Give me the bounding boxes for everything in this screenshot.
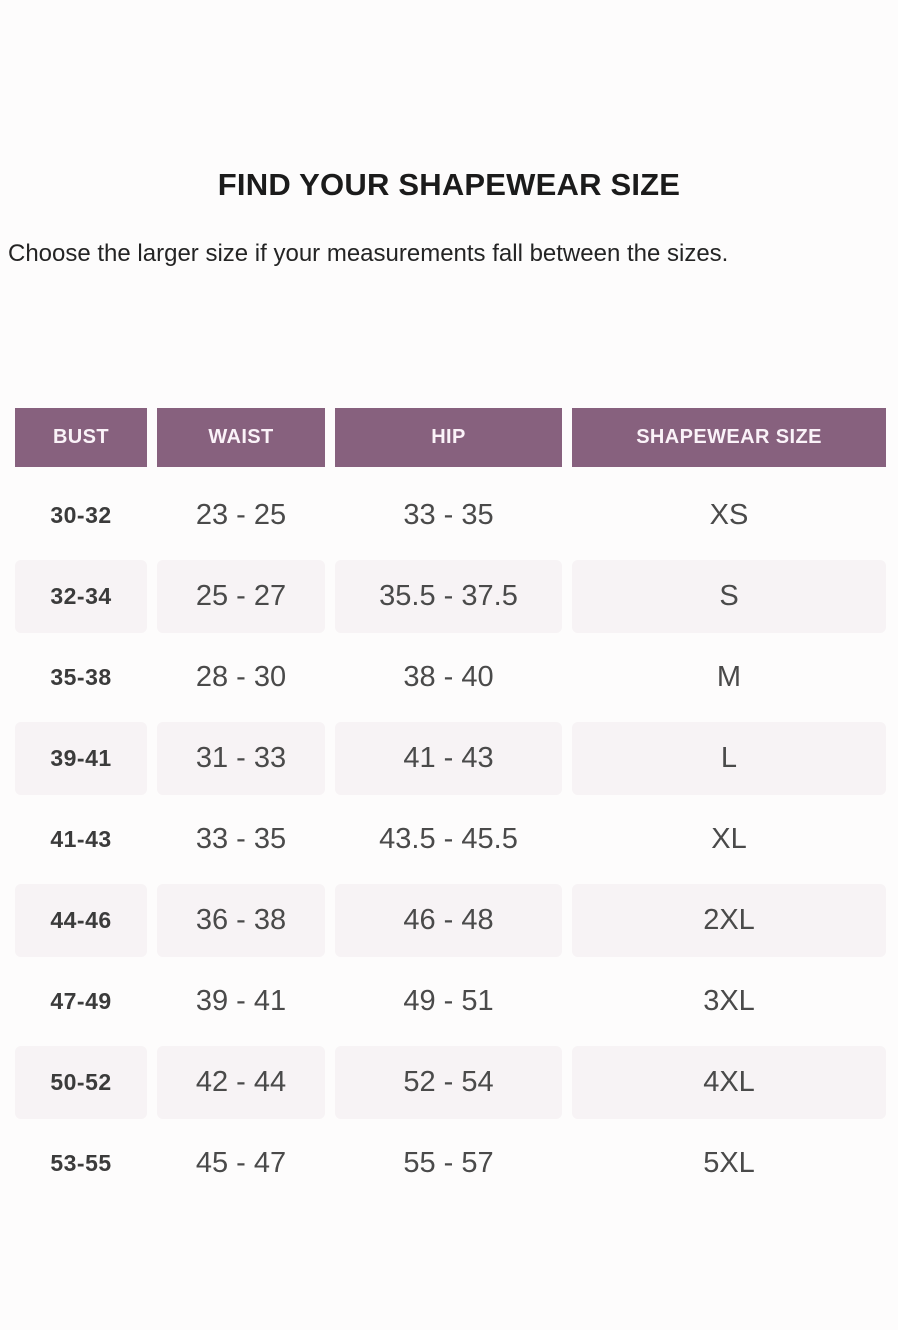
table-row: 32-34 25 - 27 35.5 - 37.5 S: [15, 556, 887, 637]
table-row: 47-49 39 - 41 49 - 51 3XL: [15, 961, 887, 1042]
bust-cell: 39-41: [15, 722, 147, 796]
hip-cell: 52 - 54: [335, 1046, 562, 1120]
size-cell: XL: [711, 823, 747, 856]
waist-cell: 28 - 30: [195, 661, 287, 694]
header-cell-shapewear-size: SHAPEWEAR SIZE: [572, 408, 886, 468]
table-row: 41-43 33 - 35 43.5 - 45.5 XL: [15, 799, 887, 880]
waist-cell: 33 - 35: [195, 823, 287, 856]
bust-cell: 41-43: [50, 826, 112, 853]
table-row: 44-46 36 - 38 46 - 48 2XL: [15, 880, 887, 961]
table-header-row: BUST WAIST HIP SHAPEWEAR SIZE: [15, 408, 887, 468]
size-cell: 2XL: [572, 884, 886, 958]
hip-cell: 41 - 43: [335, 722, 562, 796]
table-body: 30-32 23 - 25 33 - 35 XS 32-34 25 - 27 35.5 - …: [15, 475, 887, 1204]
waist-cell: 42 - 44: [157, 1046, 325, 1120]
bust-cell: 53-55: [50, 1150, 112, 1177]
bust-cell: 47-49: [50, 988, 112, 1015]
hip-cell: 49 - 51: [403, 985, 494, 1018]
table-row: 50-52 42 - 44 52 - 54 4XL: [15, 1042, 887, 1123]
table-row: 30-32 23 - 25 33 - 35 XS: [15, 475, 887, 556]
size-cell: 4XL: [572, 1046, 886, 1120]
page-title: FIND YOUR SHAPEWEAR SIZE: [217, 167, 681, 202]
table-row: 39-41 31 - 33 41 - 43 L: [15, 718, 887, 799]
waist-cell: 36 - 38: [157, 884, 325, 958]
hip-cell: 43.5 - 45.5: [379, 823, 518, 856]
hip-cell: 46 - 48: [335, 884, 562, 958]
hip-cell: 33 - 35: [403, 499, 494, 532]
page-subtitle: Choose the larger size if your measureme…: [8, 239, 729, 267]
size-cell: 3XL: [703, 985, 755, 1018]
hip-cell: 55 - 57: [403, 1147, 494, 1180]
header-cell-hip: HIP: [335, 408, 562, 468]
waist-cell: 39 - 41: [195, 985, 287, 1018]
hip-cell: 35.5 - 37.5: [335, 560, 562, 634]
header-cell-waist: WAIST: [157, 408, 325, 468]
waist-cell: 45 - 47: [195, 1147, 287, 1180]
size-cell: L: [572, 722, 886, 796]
table-row: 53-55 45 - 47 55 - 57 5XL: [15, 1123, 887, 1204]
bust-cell: 50-52: [15, 1046, 147, 1120]
waist-cell: 23 - 25: [195, 499, 287, 532]
size-cell: 5XL: [703, 1147, 755, 1180]
hip-cell: 38 - 40: [403, 661, 494, 694]
bust-cell: 44-46: [15, 884, 147, 958]
header-cell-bust: BUST: [15, 408, 147, 468]
size-cell: XS: [709, 499, 749, 532]
bust-cell: 30-32: [50, 502, 112, 529]
bust-cell: 35-38: [50, 664, 112, 691]
waist-cell: 25 - 27: [157, 560, 325, 634]
size-cell: S: [572, 560, 886, 634]
size-cell: M: [716, 661, 742, 694]
size-chart-table: BUST WAIST HIP SHAPEWEAR SIZE 30-32 23 - …: [15, 408, 887, 1204]
table-row: 35-38 28 - 30 38 - 40 M: [15, 637, 887, 718]
bust-cell: 32-34: [15, 560, 147, 634]
waist-cell: 31 - 33: [157, 722, 325, 796]
